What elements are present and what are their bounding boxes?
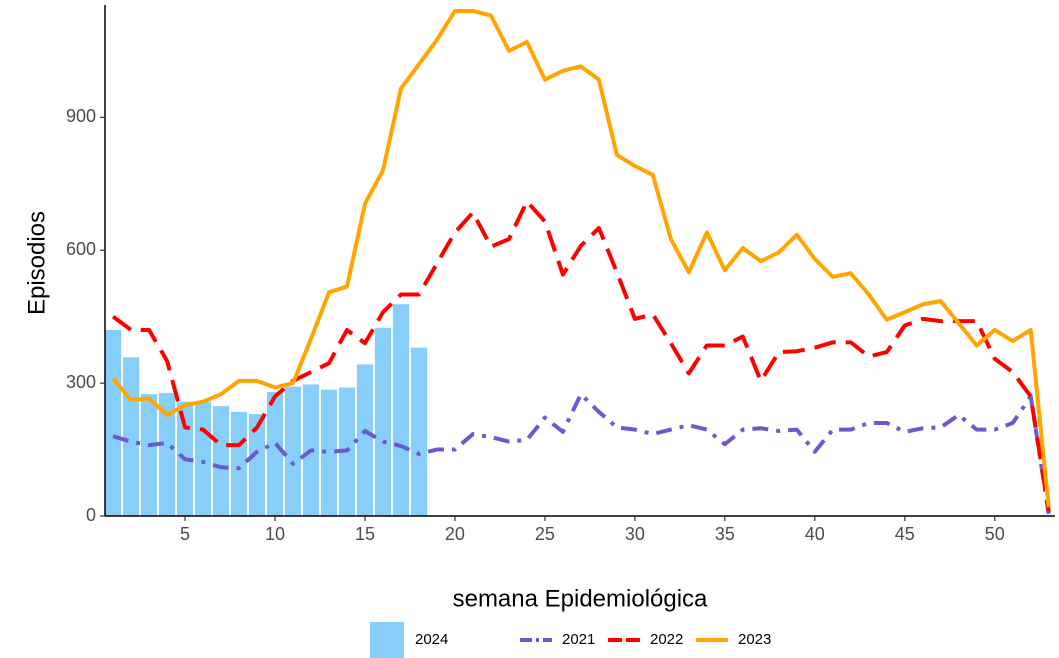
x-tick-label: 35 [715, 524, 735, 544]
x-axis-title: semana Epidemiológica [453, 585, 708, 612]
x-tick-label: 5 [180, 524, 190, 544]
bar [284, 386, 302, 516]
x-tick-label: 25 [535, 524, 555, 544]
legend-label: 2024 [415, 631, 448, 648]
x-tick-label: 20 [445, 524, 465, 544]
line-series [111, 199, 1051, 512]
bar [194, 401, 212, 516]
legend-key [370, 622, 404, 658]
legend-label: 2023 [738, 631, 771, 648]
x-tick-label: 15 [355, 524, 375, 544]
bar [248, 414, 266, 516]
bar [105, 329, 122, 516]
y-tick-label: 0 [86, 505, 96, 525]
x-tick-label: 10 [265, 524, 285, 544]
x-tick-label: 30 [625, 524, 645, 544]
y-tick-label: 300 [66, 372, 96, 392]
bar [266, 391, 284, 516]
legend-label: 2021 [562, 631, 595, 648]
legend-label: 2022 [650, 631, 683, 648]
bar [122, 357, 140, 516]
bar [212, 406, 230, 516]
x-tick-label: 50 [985, 524, 1005, 544]
x-tick-label: 40 [805, 524, 825, 544]
bar [392, 304, 410, 516]
bar [230, 411, 248, 516]
bar [356, 364, 374, 516]
y-axis-title: Episodios [23, 211, 50, 315]
x-tick-label: 45 [895, 524, 915, 544]
y-tick-label: 600 [66, 239, 96, 259]
line-series [111, 9, 1051, 508]
bar [410, 347, 428, 516]
bar [158, 392, 176, 516]
bar [320, 389, 338, 516]
y-tick-label: 900 [66, 106, 96, 126]
bar [374, 327, 392, 516]
bar [140, 394, 158, 516]
